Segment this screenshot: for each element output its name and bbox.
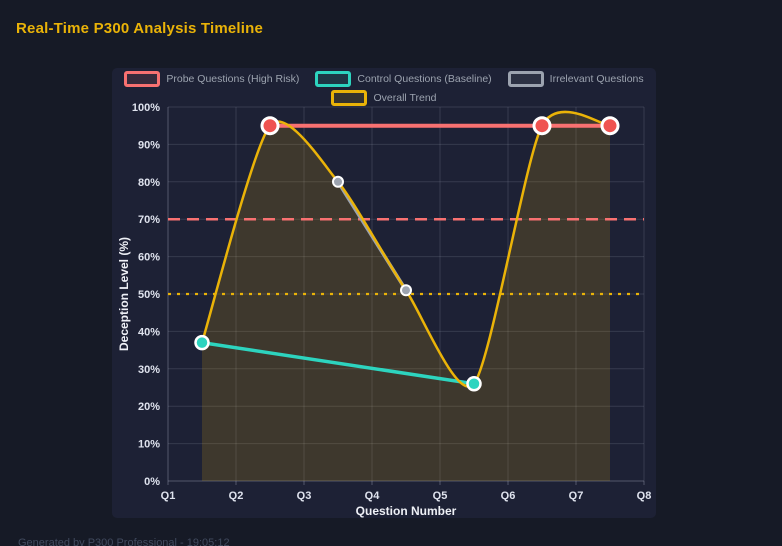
x-tick-label: Q4	[365, 490, 381, 502]
legend-swatch-icon	[507, 71, 544, 87]
y-tick-label: 20%	[138, 401, 160, 413]
chart-card: Probe Questions (High Risk) Control Quest…	[112, 68, 656, 518]
y-axis-title: Deception Level (%)	[117, 237, 131, 351]
data-points	[194, 116, 620, 392]
x-axis-title: Question Number	[356, 504, 457, 518]
y-tick-label: 0%	[144, 476, 160, 488]
timeline-chart: 0% 10% 20% 30% 40% 50% 60% 70% 80% 90% 100% Q1 Q2 Q3 Q…	[117, 102, 651, 518]
legend-item-irrelevant-questions[interactable]: Irrelevant Questions	[507, 71, 644, 87]
data-point-control-questions-baseline[interactable]	[194, 334, 210, 351]
y-tick-label: 30%	[138, 364, 160, 376]
y-tick-label: 40%	[138, 326, 160, 338]
axis-tick-labels: 0% 10% 20% 30% 40% 50% 60% 70% 80% 90% 100% Q1 Q2 Q3 Q…	[132, 102, 651, 502]
y-tick-label: 10%	[138, 439, 160, 451]
y-tick-label: 50%	[138, 289, 160, 301]
data-point-irrelevant-questions[interactable]	[400, 284, 412, 297]
legend-swatch-icon	[315, 71, 352, 87]
legend-label: Control Questions (Baseline)	[357, 73, 492, 85]
legend-label: Overall Trend	[373, 92, 437, 104]
data-point-probe-questions-high-risk[interactable]	[260, 116, 280, 136]
x-tick-label: Q7	[569, 490, 584, 502]
x-tick-label: Q2	[229, 490, 244, 502]
threshold-lines	[168, 217, 644, 296]
y-tick-label: 80%	[138, 177, 160, 189]
legend-item-control-questions-baseline[interactable]: Control Questions (Baseline)	[315, 71, 492, 87]
fill-overall-trend	[202, 111, 610, 481]
data-point-control-questions-baseline[interactable]	[466, 376, 482, 392]
legend-label: Probe Questions (High Risk)	[166, 73, 300, 85]
x-tick-label: Q6	[501, 490, 516, 502]
footer-timestamp: Generated by P300 Professional - 19:05:1…	[18, 537, 230, 546]
legend-swatch-icon	[124, 71, 161, 87]
x-tick-label: Q5	[433, 490, 448, 502]
data-point-probe-questions-high-risk[interactable]	[532, 116, 552, 136]
x-tick-label: Q3	[297, 490, 312, 502]
y-tick-label: 70%	[138, 214, 160, 226]
y-tick-label: 100%	[132, 102, 160, 114]
legend-item-probe-questions-high-risk[interactable]: Probe Questions (High Risk)	[124, 71, 299, 87]
y-tick-label: 90%	[138, 139, 160, 151]
legend-swatch-icon	[331, 90, 368, 106]
series-line-control-questions-baseline	[200, 340, 476, 386]
legend-item-overall-trend[interactable]: Overall Trend	[331, 90, 437, 106]
x-tick-label: Q1	[161, 490, 176, 502]
data-point-probe-questions-high-risk[interactable]	[600, 116, 620, 136]
y-tick-label: 60%	[138, 252, 160, 264]
chart-legend: Probe Questions (High Risk) Control Quest…	[112, 71, 656, 106]
legend-label: Irrelevant Questions	[549, 73, 644, 85]
page-title: Real-Time P300 Analysis Timeline	[16, 20, 264, 37]
x-tick-label: Q8	[637, 490, 652, 502]
data-point-irrelevant-questions[interactable]	[332, 175, 344, 188]
trend-fill-area	[202, 111, 610, 481]
